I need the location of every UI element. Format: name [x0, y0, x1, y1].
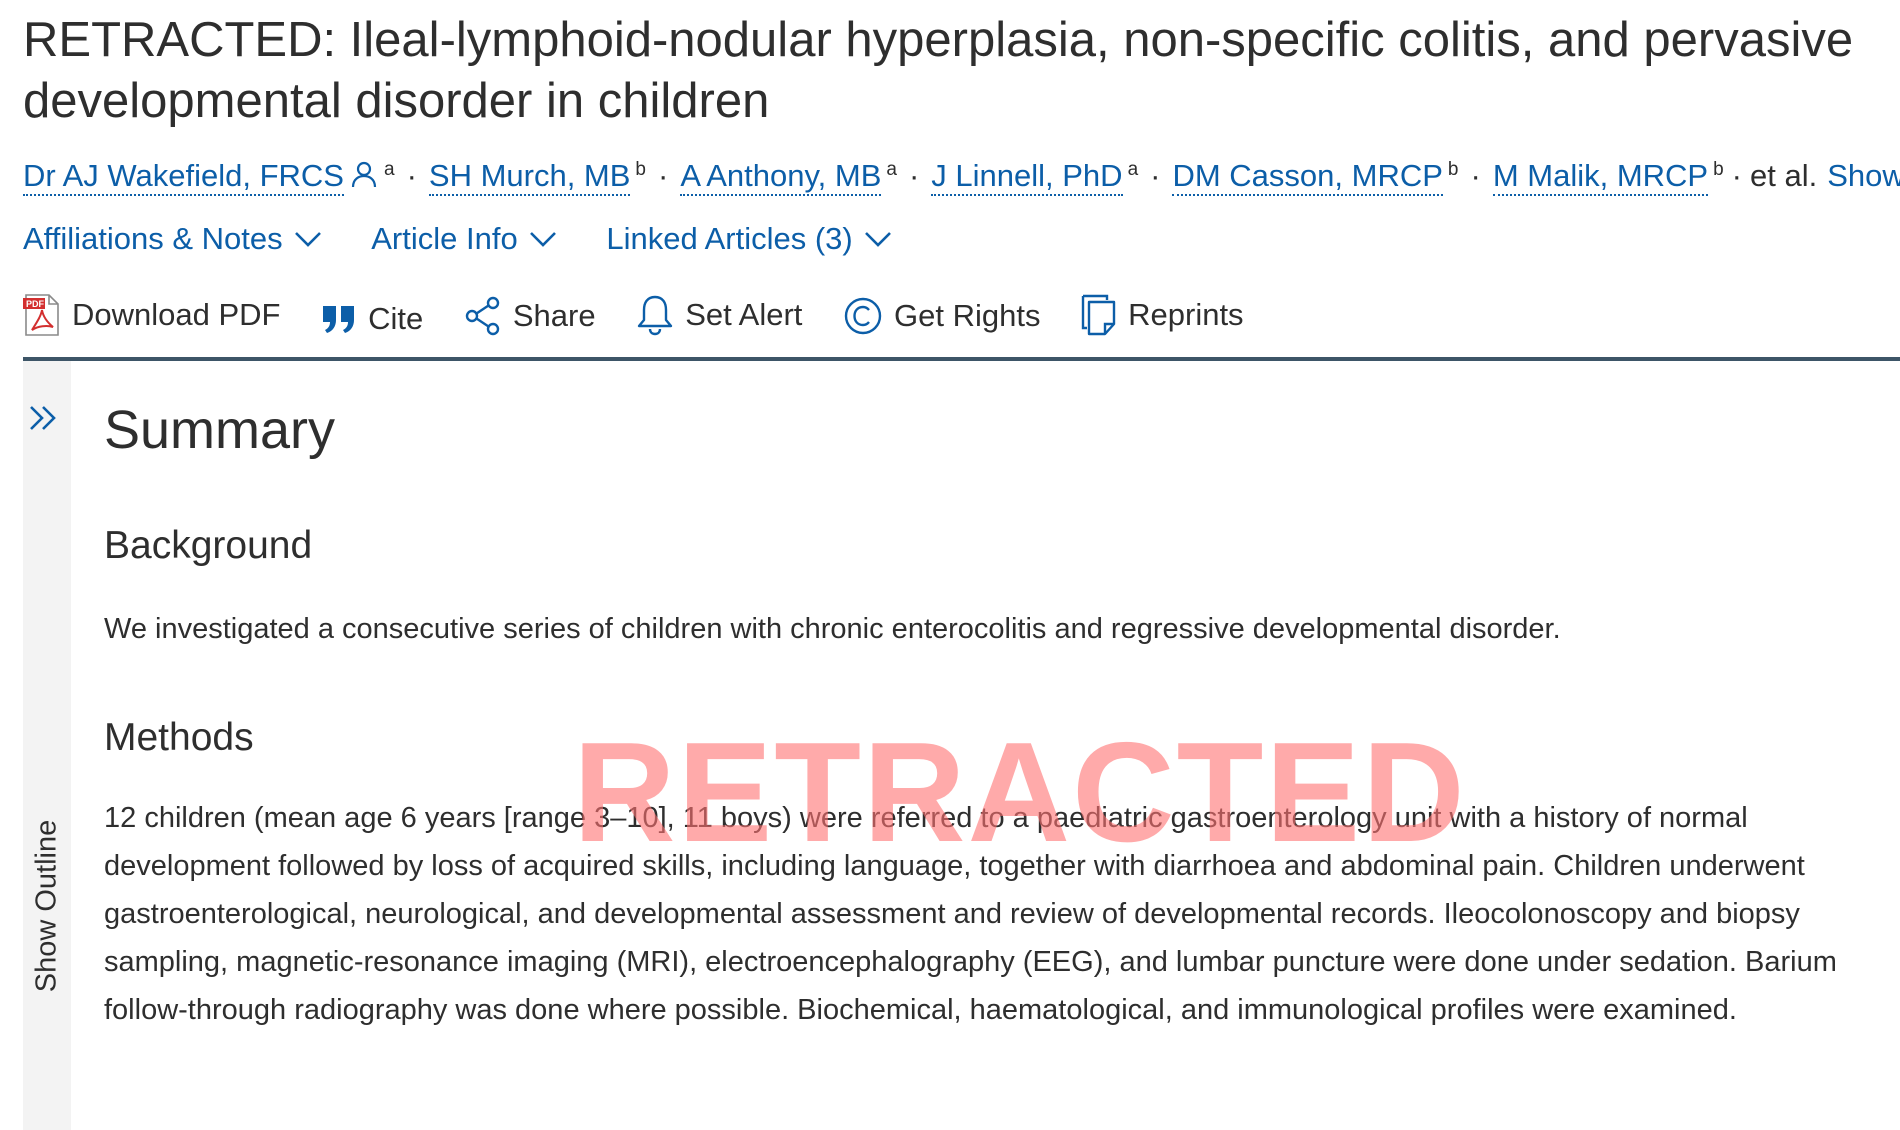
article-header: RETRACTED: Ileal-lymphoid-nodular hyperp…	[23, 0, 1900, 1130]
reprints-icon	[1081, 294, 1116, 336]
copyright-icon	[844, 297, 882, 335]
author-list: Dr AJ Wakefield, FRCS a · SH Murch, MB b · A A…	[23, 152, 1900, 200]
share-label: Share	[512, 298, 596, 333]
person-icon	[351, 161, 377, 188]
article-title: RETRACTED: Ileal-lymphoid-nodular hyperp…	[23, 13, 1854, 128]
author-casson[interactable]: DM Casson, MRCP b	[1172, 152, 1458, 200]
get-rights-label: Get Rights	[894, 298, 1041, 333]
author-murch[interactable]: SH Murch, MB b	[428, 152, 646, 200]
background-text: We investigated a consecutive series of …	[104, 613, 1561, 645]
reprints-label: Reprints	[1128, 297, 1244, 332]
download-pdf-label: Download PDF	[72, 297, 281, 332]
author-malik[interactable]: M Malik, MRCP b	[1492, 152, 1724, 200]
bell-icon	[638, 295, 673, 336]
pdf-badge-text: PDF	[26, 299, 45, 309]
summary-heading: Summary	[104, 400, 336, 460]
author-name[interactable]: SH Murch, MB	[428, 158, 631, 196]
author-name[interactable]: M Malik, MRCP	[1492, 158, 1709, 196]
quote-icon	[323, 306, 355, 333]
get-rights-button[interactable]: Get Rights	[843, 291, 1041, 341]
set-alert-label: Set Alert	[685, 297, 803, 332]
article-info-toggle[interactable]: Article Info	[371, 214, 557, 264]
author-separator: ·	[1150, 158, 1161, 193]
chevron-down-icon	[529, 232, 556, 247]
author-name[interactable]: DM Casson, MRCP	[1172, 158, 1443, 196]
article-info-label: Article Info	[371, 221, 518, 256]
author-separator: ·	[1470, 158, 1481, 193]
reprints-button[interactable]: Reprints	[1081, 290, 1244, 340]
affiliations-label: Affiliations & Notes	[23, 221, 283, 256]
et-al-text: et al.	[1750, 158, 1818, 193]
background-heading: Background	[104, 524, 313, 567]
set-alert-button[interactable]: Set Alert	[636, 290, 802, 340]
author-separator: ·	[1731, 158, 1742, 193]
author-separator: ·	[658, 158, 669, 193]
chevron-down-icon	[294, 232, 321, 247]
header-divider	[23, 357, 1900, 361]
author-separator: ·	[406, 158, 417, 193]
affiliations-toggle[interactable]: Affiliations & Notes	[23, 214, 323, 264]
affiliation-sup: b	[635, 159, 646, 180]
share-icon	[465, 296, 500, 336]
author-separator: ·	[908, 158, 920, 193]
author-anthony[interactable]: A Anthony, MB a	[680, 152, 897, 200]
linked-articles-toggle[interactable]: Linked Articles (3)	[606, 214, 892, 264]
methods-heading: Methods	[104, 716, 254, 759]
affiliation-sup: a	[1127, 159, 1139, 180]
affiliation-sup: a	[886, 159, 897, 180]
show-outline-toggle[interactable]: Show Outline	[23, 361, 71, 1130]
cite-label: Cite	[368, 301, 424, 336]
author-name[interactable]: J Linnell, PhD	[931, 158, 1123, 196]
article-toolbar: PDF Download PDF Cite Share	[23, 290, 1276, 340]
author-linnell[interactable]: J Linnell, PhD a	[931, 152, 1138, 200]
double-chevron-right-icon	[30, 406, 56, 430]
author-wakefield[interactable]: Dr AJ Wakefield, FRCS a	[23, 152, 395, 200]
chevron-down-icon	[864, 232, 891, 247]
linked-articles-label: Linked Articles (3)	[606, 221, 853, 256]
share-button[interactable]: Share	[464, 291, 596, 341]
download-pdf-button[interactable]: PDF Download PDF	[23, 290, 280, 340]
metadata-toggles: Affiliations & Notes Article Info Linked…	[23, 214, 933, 264]
pdf-icon: PDF	[23, 294, 59, 336]
affiliation-sup: a	[383, 159, 395, 180]
affiliation-sup: b	[1447, 159, 1459, 180]
author-name[interactable]: A Anthony, MB	[680, 158, 882, 196]
methods-text: 12 children (mean age 6 years [range 3–1…	[104, 802, 1837, 1026]
show-outline-label: Show Outline	[30, 819, 63, 993]
cite-button[interactable]: Cite	[321, 294, 423, 344]
author-name[interactable]: Dr AJ Wakefield, FRCS	[23, 158, 344, 196]
affiliation-sup: b	[1713, 159, 1724, 180]
show-more-link[interactable]: Show more	[1827, 158, 1900, 193]
